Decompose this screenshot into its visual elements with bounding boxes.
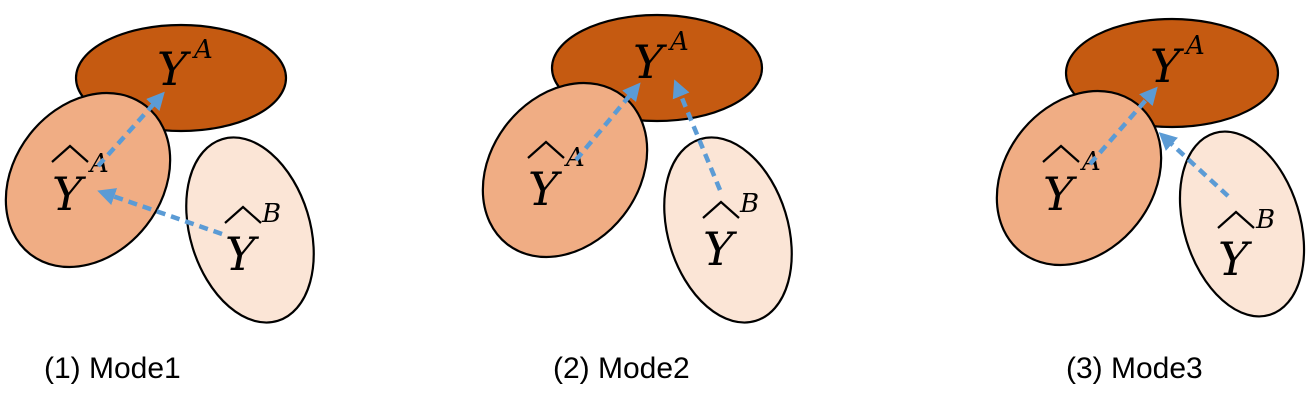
set-bhat-ellipse (1178, 130, 1306, 318)
arrow-bhat-to-a (672, 79, 723, 191)
svg-text:Y: Y (633, 35, 668, 89)
svg-text:B: B (739, 189, 759, 219)
set-bhat-ellipse (663, 136, 793, 324)
label-y-a: Y A (1150, 31, 1205, 93)
set-ahat-ellipse (4, 91, 172, 269)
svg-text:Y: Y (528, 162, 563, 216)
set-ahat-ellipse (995, 89, 1163, 267)
arrow-ahat-to-a (96, 91, 165, 168)
svg-text:Y: Y (1043, 167, 1078, 221)
arrow-ahat-to-a (1088, 86, 1158, 166)
label-yhat-b: Y B (702, 189, 759, 276)
panel-mode3: Y A Y A Y B (3) Mode3 (995, 17, 1306, 385)
svg-text:A: A (564, 143, 585, 173)
arrow-ahat-to-a (574, 82, 641, 162)
svg-text:Y: Y (1218, 232, 1253, 286)
svg-text:Y: Y (225, 227, 260, 281)
label-yhat-a: Y A (51, 144, 109, 221)
label-y-a: Y A (633, 27, 689, 89)
label-y-a: Y A (157, 35, 213, 96)
label-yhat-a: Y A (527, 140, 585, 216)
set-bhat-ellipse (185, 136, 315, 324)
svg-text:Y: Y (157, 42, 192, 96)
panel-mode2: Y A Y A Y B (2) Mode2 (481, 13, 793, 385)
svg-text:B: B (1255, 205, 1275, 235)
caption-mode3: (3) Mode3 (1066, 352, 1203, 385)
svg-text:Y: Y (1150, 39, 1185, 93)
svg-text:A: A (1184, 31, 1205, 61)
svg-text:B: B (261, 199, 281, 229)
label-yhat-b: Y B (1217, 205, 1275, 286)
svg-text:Y: Y (703, 222, 738, 276)
label-yhat-b: Y B (224, 199, 281, 281)
caption-mode1: (1) Mode1 (44, 352, 181, 385)
panel-mode1: Y A Y A Y B (1) Mode1 (4, 23, 315, 385)
svg-text:Y: Y (52, 167, 87, 221)
caption-mode2: (2) Mode2 (553, 352, 690, 385)
svg-text:A: A (668, 27, 689, 57)
arrow-bhat-to-ahat (97, 188, 223, 237)
svg-text:A: A (192, 35, 213, 65)
